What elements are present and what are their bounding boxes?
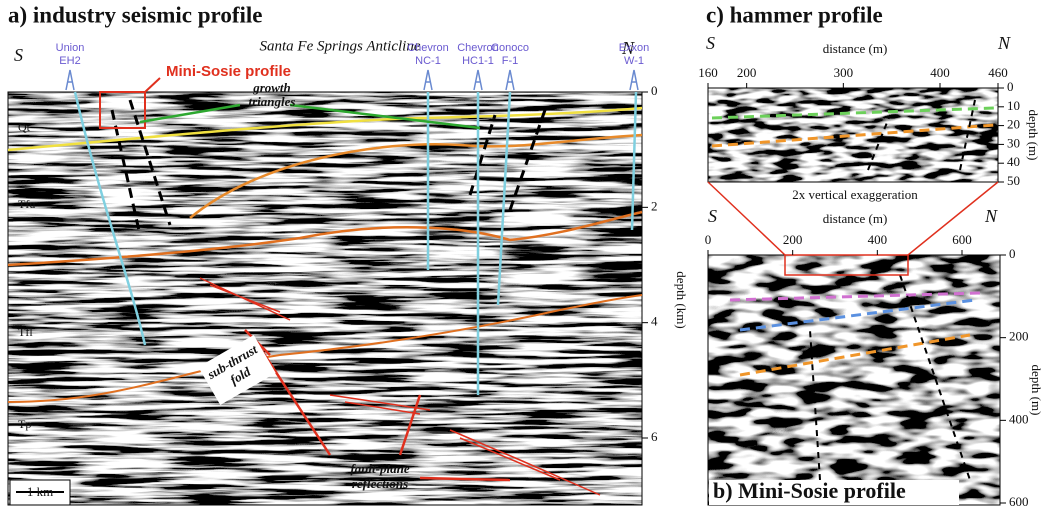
seismic-image xyxy=(708,88,998,182)
well-name: NC-1 xyxy=(415,55,441,67)
tick-label: 460 xyxy=(988,65,1008,80)
tick-label: 400 xyxy=(868,232,888,247)
annotation: growth xyxy=(252,80,291,95)
tick-label: 200 xyxy=(783,232,803,247)
tick-label: 200 xyxy=(1009,329,1029,344)
tick-label: 0 xyxy=(1009,246,1016,261)
direction: S xyxy=(14,45,23,65)
tick-label: 20 xyxy=(1007,117,1020,132)
tick-label: 0 xyxy=(705,232,712,247)
formation: Tfu xyxy=(18,197,35,211)
annotation: Mini-Sosie profile xyxy=(166,63,291,80)
well-operator: Union xyxy=(56,42,85,54)
derrick xyxy=(424,70,432,90)
well-operator: Exxon xyxy=(619,42,650,54)
derrick xyxy=(66,70,74,90)
tick-label: 600 xyxy=(1009,494,1029,509)
formation: Tfl xyxy=(18,325,33,339)
note: 2x vertical exaggeration xyxy=(792,187,918,202)
formation: Qt xyxy=(18,120,31,134)
axis-label: distance (m) xyxy=(823,41,888,56)
direction: S xyxy=(708,206,717,226)
tick-label: 400 xyxy=(1009,411,1029,426)
tick-label: 30 xyxy=(1007,135,1020,150)
title: a) industry seismic profile xyxy=(8,2,262,27)
seismic-image xyxy=(8,92,642,505)
scale-label: 1 km xyxy=(27,484,53,499)
well-name: EH2 xyxy=(59,55,80,67)
well-name: F-1 xyxy=(502,55,519,67)
annotation: triangles xyxy=(249,94,296,109)
tick-label: 160 xyxy=(698,65,718,80)
derrick xyxy=(630,70,638,90)
annotation: reflections xyxy=(352,476,408,491)
well-operator: Chevron xyxy=(407,42,449,54)
formation: Tp xyxy=(18,417,31,431)
tick-label: 0 xyxy=(651,83,658,98)
tick-label: 2 xyxy=(651,198,658,213)
tick-label: 300 xyxy=(834,65,854,80)
derrick xyxy=(474,70,482,90)
title: b) Mini-Sosie profile xyxy=(713,478,906,503)
axis-label: distance (m) xyxy=(823,211,888,226)
tick-label: 4 xyxy=(651,314,658,329)
derrick xyxy=(506,70,514,90)
well-name: HC1-1 xyxy=(462,55,494,67)
direction: N xyxy=(997,33,1011,53)
tick-label: 6 xyxy=(651,429,658,444)
annotation: fault-plane xyxy=(350,461,409,476)
tick-label: 50 xyxy=(1007,173,1020,188)
axis-label: depth (km) xyxy=(674,271,689,328)
tick-label: 600 xyxy=(952,232,972,247)
tick-label: 0 xyxy=(1007,79,1014,94)
tick-label: 10 xyxy=(1007,98,1020,113)
well-operator: Conoco xyxy=(491,42,529,54)
direction: S xyxy=(706,33,715,53)
axis-label: depth (m) xyxy=(1026,110,1041,161)
direction: N xyxy=(984,206,998,226)
arrow xyxy=(145,78,160,92)
tick-label: 40 xyxy=(1007,154,1020,169)
well-name: W-1 xyxy=(624,55,644,67)
tick-label: 400 xyxy=(930,65,950,80)
axis-label: depth (m) xyxy=(1029,365,1044,416)
title: c) hammer profile xyxy=(706,2,883,27)
subtitle: Santa Fe Springs Anticline xyxy=(260,38,421,54)
figure: a) industry seismic profile Santa Fe Spr… xyxy=(0,0,1047,513)
tick-label: 200 xyxy=(737,65,757,80)
